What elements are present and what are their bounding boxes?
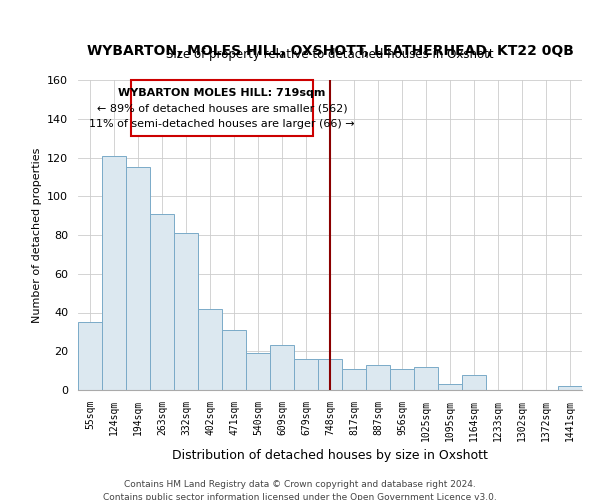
Bar xyxy=(150,214,174,390)
Bar xyxy=(102,156,126,390)
Y-axis label: Number of detached properties: Number of detached properties xyxy=(32,148,41,322)
Title: WYBARTON, MOLES HILL, OXSHOTT, LEATHERHEAD, KT22 0QB: WYBARTON, MOLES HILL, OXSHOTT, LEATHERHE… xyxy=(86,44,574,58)
Bar xyxy=(246,353,270,390)
Text: 11% of semi-detached houses are larger (66) →: 11% of semi-detached houses are larger (… xyxy=(89,118,355,128)
Bar xyxy=(390,368,414,390)
Bar xyxy=(126,167,150,390)
Bar xyxy=(174,233,198,390)
Text: Contains HM Land Registry data © Crown copyright and database right 2024.: Contains HM Land Registry data © Crown c… xyxy=(124,480,476,489)
Bar xyxy=(414,367,438,390)
Bar xyxy=(342,368,366,390)
Text: Size of property relative to detached houses in Oxshott: Size of property relative to detached ho… xyxy=(166,48,494,62)
FancyBboxPatch shape xyxy=(131,80,313,136)
Bar xyxy=(270,346,294,390)
Bar xyxy=(462,374,486,390)
Bar xyxy=(78,322,102,390)
Text: ← 89% of detached houses are smaller (562): ← 89% of detached houses are smaller (56… xyxy=(97,104,347,114)
X-axis label: Distribution of detached houses by size in Oxshott: Distribution of detached houses by size … xyxy=(172,449,488,462)
Bar xyxy=(558,386,582,390)
Bar xyxy=(318,359,342,390)
Text: Contains public sector information licensed under the Open Government Licence v3: Contains public sector information licen… xyxy=(103,492,497,500)
Bar xyxy=(366,365,390,390)
Bar xyxy=(222,330,246,390)
Bar xyxy=(438,384,462,390)
Bar xyxy=(294,359,318,390)
Bar xyxy=(198,308,222,390)
Text: WYBARTON MOLES HILL: 719sqm: WYBARTON MOLES HILL: 719sqm xyxy=(118,88,326,98)
